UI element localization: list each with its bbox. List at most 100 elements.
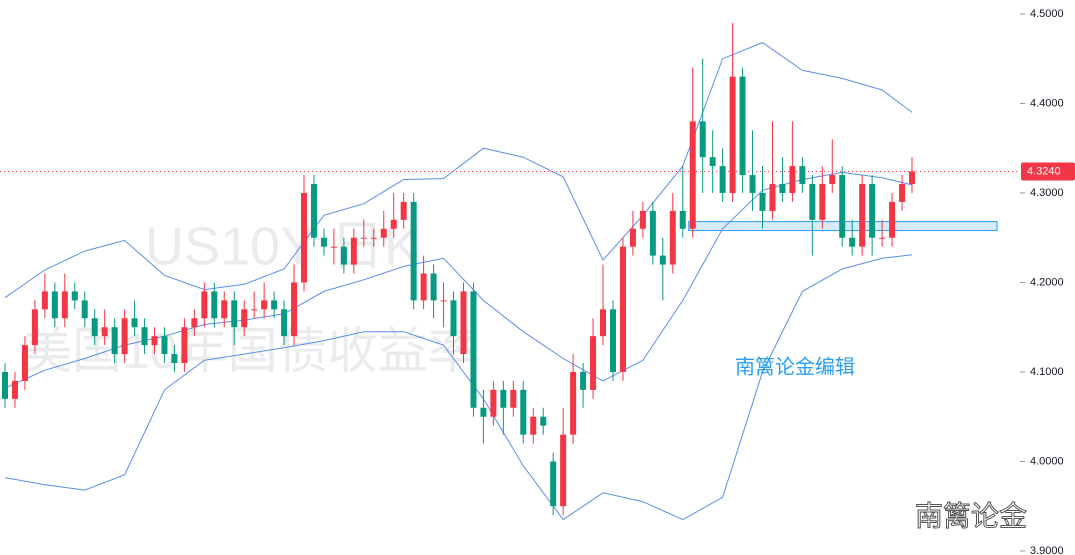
candle-body [600,309,607,337]
candle-body [739,76,746,176]
watermark-name: 美国10年国债收益率 [22,323,478,379]
candle-body [440,300,447,302]
candle-body [101,327,108,337]
candle-body [201,291,208,319]
candle-body [450,300,457,337]
candle-body [869,184,876,238]
candle-body [679,210,686,229]
y-tick-label: 4.0000 [1030,455,1064,467]
candle-body [21,345,28,381]
candle-body [61,291,68,319]
candle-body [909,171,915,185]
candle-body [410,201,417,301]
candle-body [81,300,88,319]
candle-body [809,184,816,220]
y-tick-label: 4.4000 [1030,97,1064,109]
y-tick-label: 4.2000 [1030,276,1064,288]
candle-body [649,210,656,256]
band-line [4,42,913,299]
candle-body [340,246,347,265]
candle-body [51,291,58,319]
candle-body [470,291,477,408]
candle-body [629,228,636,247]
candle-body [829,175,836,185]
candle-body [11,380,18,399]
candle-body [560,434,567,507]
candle-body [291,282,298,337]
candle-body [390,219,397,229]
candle-body [669,210,676,265]
editor-note: 南篱论金编辑 [735,355,855,378]
candle-body [91,318,98,337]
candle-body [330,246,337,248]
candle-body [251,309,258,311]
candle-body [550,461,557,507]
candle-body [71,291,78,301]
candle-body [889,201,896,238]
candle-body [510,389,517,408]
last-price-box [1021,162,1075,181]
candle-body [580,371,587,390]
candle-body [709,157,716,167]
candle-body [779,184,786,193]
candle-body [609,309,616,372]
candle-body [769,184,776,211]
candle-body [570,371,577,435]
y-tick-label: 4.5000 [1030,8,1064,20]
candle-body [41,291,48,310]
candle-body [271,300,278,310]
y-axis: 4.5000 4.4000 4.3000 4.2000 4.1000 4.0000 3.90… [1020,8,1075,555]
candle-body [310,184,317,238]
y-tick-label: 4.1000 [1030,366,1064,378]
candle-body [241,309,248,328]
candle-body [360,237,367,239]
candle-body [759,192,766,211]
candle-body [729,76,736,193]
last-price-label: 4.3240 [1027,165,1061,177]
candle-body [211,291,218,319]
candle-body [320,237,327,247]
candle-body [141,327,148,346]
candle-body [121,318,128,355]
candle-body [689,121,696,229]
candle-body [380,228,387,238]
candle-body [719,166,726,193]
candle-body [849,237,856,247]
candle-body [500,389,507,408]
candle-body [789,166,796,193]
candle-body [2,371,8,399]
candle-body [231,300,238,328]
y-tick-label: 4.3000 [1030,187,1064,199]
candle-body [460,291,467,355]
candle-body [530,416,537,435]
candle-body [191,318,198,328]
candle-body [749,175,756,193]
candle-body [590,336,597,390]
candle-body [370,237,377,239]
candle-body [839,175,846,238]
candle-body [639,210,646,229]
candle-body [221,300,228,319]
candle-body [171,354,178,364]
y-axis-panel [1020,0,1075,555]
candle-body [181,327,188,364]
candle-body [131,318,138,328]
watermark-symbol: US10Y 日K [145,216,420,276]
candle-body [31,309,38,346]
brand: 南篱论金 [915,500,1027,531]
candle-body [699,121,706,158]
candle-body [151,336,158,346]
candle-body [161,336,168,355]
band-line [4,254,913,521]
candle-body [480,407,487,417]
plot-area [0,22,1020,521]
candle-body [420,273,427,301]
candle-body [859,184,866,247]
candle-body [819,184,826,220]
candle-body [799,166,806,185]
candle-body [490,389,497,417]
candle-body [520,389,527,435]
candle-body [400,201,407,220]
